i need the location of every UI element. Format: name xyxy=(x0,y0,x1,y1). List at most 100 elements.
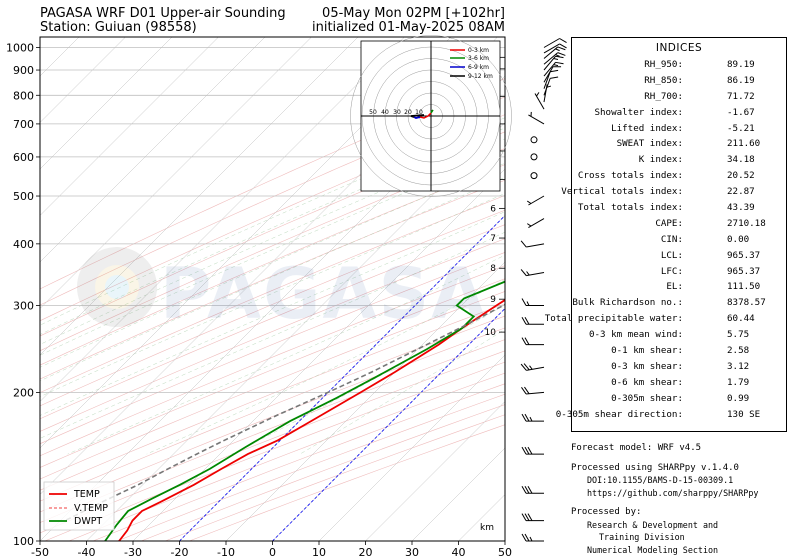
index-value: 89.19 xyxy=(727,59,755,70)
x-tick-label: 30 xyxy=(405,546,419,559)
index-row: CIN: 0.00 xyxy=(572,232,786,248)
barb-full xyxy=(550,69,559,73)
y-tick-label: 300 xyxy=(13,300,34,313)
wind-barb xyxy=(534,92,545,110)
barb-half xyxy=(526,301,530,306)
isotherm-line xyxy=(365,401,505,541)
index-value: 20.52 xyxy=(727,170,755,182)
x-tick-label: 40 xyxy=(452,546,466,559)
wind-barb xyxy=(530,136,538,144)
barb-full xyxy=(521,513,527,521)
index-row: SWEAT index: 211.60 xyxy=(572,136,786,152)
index-row: Showalter index: -1.67 xyxy=(572,105,786,121)
dry-adiabat xyxy=(40,224,505,420)
barb-shaft xyxy=(527,218,545,229)
barb-half xyxy=(555,54,560,57)
x-tick-label: -20 xyxy=(171,546,189,559)
y-tick-label: 1000 xyxy=(6,41,34,54)
index-label: RH_850: xyxy=(644,74,683,86)
barb-full xyxy=(521,413,527,422)
barb-shaft xyxy=(521,533,544,542)
hodograph-ring-label: 10 xyxy=(415,109,423,116)
y-tick-label: 700 xyxy=(13,118,34,131)
hodograph-legend-label: 3-6 km xyxy=(468,55,489,62)
barb-half xyxy=(553,58,559,61)
index-label: CIN: xyxy=(660,233,683,245)
watermark-logo xyxy=(77,247,157,327)
series-dwpt-line xyxy=(104,280,505,541)
calm-circle xyxy=(530,153,538,161)
index-row: EL: 111.50 xyxy=(572,279,786,295)
index-value: 8378.57 xyxy=(727,297,766,309)
barb-shaft xyxy=(534,92,545,110)
index-row: RH_700: 71.72 xyxy=(572,89,786,105)
index-value: 2.58 xyxy=(727,345,750,357)
index-label: 0-3 km mean wind: xyxy=(588,329,683,341)
barb-full xyxy=(520,363,527,371)
organization-line: Training Division xyxy=(599,532,685,542)
series-temp-line xyxy=(118,298,505,541)
index-row: 0-3 km mean wind: 5.75 xyxy=(572,327,786,343)
dry-adiabat xyxy=(40,252,505,445)
y-axis: 1000 900 800 700 600 500 400 300 200 100 xyxy=(6,41,40,548)
wind-barb xyxy=(521,513,544,522)
indices-panel: INDICES RH_950: 89.19 RH_850: 86.19 RH_700: 7… xyxy=(545,37,787,432)
index-row: K index: 34.18 xyxy=(572,152,786,168)
index-label: SWEAT index: xyxy=(616,138,683,150)
index-label: Total totals index: xyxy=(577,202,683,214)
barb-half xyxy=(529,365,533,370)
wind-barb xyxy=(543,38,567,48)
barb-full xyxy=(550,76,559,79)
height-label: 10 xyxy=(485,328,497,338)
barb-shaft xyxy=(521,513,544,522)
barb-full xyxy=(521,298,527,306)
x-tick-label: -50 xyxy=(31,546,49,559)
index-label: Bulk Richardson no.: xyxy=(572,297,683,309)
organization-line: Research & Development and xyxy=(587,519,719,530)
height-label: 9 xyxy=(490,295,496,305)
wind-barb xyxy=(527,218,545,229)
wind-barbs xyxy=(520,38,567,542)
hodograph-ring xyxy=(350,35,512,197)
index-value: 5.75 xyxy=(727,329,750,341)
barb-shaft xyxy=(543,55,564,71)
isotherm-line xyxy=(318,354,505,541)
barb-shaft xyxy=(521,316,544,325)
barb-full xyxy=(557,52,566,56)
wind-barb xyxy=(543,52,566,65)
doi: DOI:10.1155/BAMS-D-15-00309.1 xyxy=(587,475,734,485)
index-row: Total precipitable water: 60.44 xyxy=(545,311,786,327)
index-value: 1.79 xyxy=(727,376,750,388)
barb-shaft xyxy=(527,195,545,206)
barb-staff xyxy=(543,38,560,48)
barb-staff xyxy=(528,218,545,229)
index-row: 0-305m shear direction: 130 SE xyxy=(556,407,786,423)
barb-full xyxy=(520,240,527,248)
barb-staff xyxy=(543,66,554,83)
index-row: Lifted index: -5.21 xyxy=(572,121,786,137)
chart-title: PAGASA WRF D01 Upper-air Sounding xyxy=(40,6,286,21)
barb-half xyxy=(529,416,533,422)
index-row: 0-1 km shear: 2.58 xyxy=(572,343,786,359)
isotherms xyxy=(40,37,505,541)
hodograph-ring-label: 20 xyxy=(404,109,412,116)
barb-shaft xyxy=(543,84,552,103)
organization-line: Numerical Modeling Section xyxy=(587,544,719,555)
wind-barb xyxy=(520,240,545,248)
wind-barb xyxy=(521,533,544,542)
index-label: LFC: xyxy=(660,265,683,277)
barb-shaft xyxy=(543,38,567,48)
index-value: 86.19 xyxy=(727,74,755,86)
height-label: 6 xyxy=(490,204,496,214)
barb-full xyxy=(521,533,527,542)
watermark: PAGASA xyxy=(160,253,487,335)
barb-half xyxy=(553,64,559,67)
wind-barb xyxy=(521,485,544,494)
barb-shaft xyxy=(543,66,562,83)
wind-barb xyxy=(521,337,544,346)
barb-half xyxy=(527,223,532,227)
hodograph-trace-9-12km xyxy=(410,114,425,118)
index-value: 43.39 xyxy=(727,202,755,214)
x-tick-label: 20 xyxy=(359,546,373,559)
